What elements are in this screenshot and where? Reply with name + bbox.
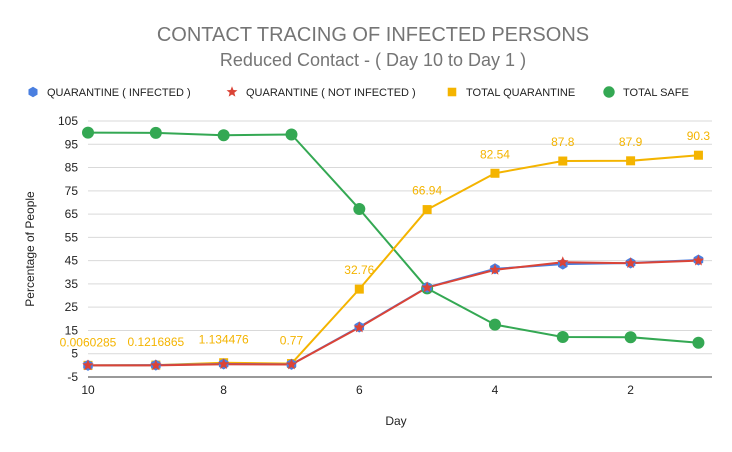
data-labels: 0.0060285 0.1216865 1.134476 0.77 32.76 66.94… [60, 129, 711, 349]
data-point [489, 263, 501, 275]
y-tick-label: 105 [58, 114, 78, 128]
y-tick-label: 95 [65, 137, 79, 151]
data-label: 87.8 [551, 135, 575, 149]
series-line [87, 258, 699, 367]
data-point [421, 281, 433, 293]
legend-marker [603, 86, 615, 98]
data-point [149, 126, 162, 139]
data-point [285, 358, 298, 370]
data-label: 66.94 [412, 184, 442, 198]
data-label: 0.1216865 [127, 335, 184, 349]
chart-subtitle: Reduced Contact - ( Day 10 to Day 1 ) [220, 50, 526, 70]
legend-label: TOTAL QUARANTINE [466, 87, 575, 99]
legend-marker [447, 87, 457, 97]
data-label: 87.9 [619, 135, 643, 149]
y-tick-label: -5 [67, 370, 78, 384]
data-point [692, 254, 705, 266]
data-point [217, 358, 230, 370]
data-point [422, 205, 432, 215]
data-point [354, 284, 364, 294]
x-axis-ticks: 10 8 6 4 2 [81, 383, 634, 397]
y-axis-ticks: -5 5 15 25 35 45 55 65 75 85 95 105 [58, 114, 78, 384]
data-point [217, 129, 230, 142]
y-tick-label: 75 [65, 184, 79, 198]
data-point [556, 330, 569, 343]
series-line [88, 259, 699, 367]
data-label: 1.134476 [199, 333, 249, 347]
data-point [626, 156, 636, 166]
x-tick-label: 2 [627, 383, 634, 397]
data-point [150, 359, 162, 371]
data-point [353, 321, 366, 333]
data-label: 0.0060285 [60, 335, 117, 349]
y-tick-label: 15 [65, 323, 79, 337]
legend-marker [226, 86, 238, 97]
data-label: 90.3 [687, 129, 711, 143]
data-point [488, 318, 501, 331]
data-point [693, 150, 703, 160]
legend-label: TOTAL SAFE [623, 87, 689, 99]
data-label: 82.54 [480, 147, 510, 161]
legend-marker [28, 86, 38, 98]
legend: QUARANTINE ( INFECTED ) QUARANTINE ( NOT … [28, 86, 689, 99]
y-tick-label: 65 [65, 207, 79, 221]
y-tick-label: 55 [65, 230, 79, 244]
x-tick-label: 4 [492, 383, 499, 397]
chart-title: CONTACT TRACING OF INFECTED PERSONS [157, 24, 589, 46]
data-point [353, 202, 366, 215]
y-tick-label: 85 [65, 161, 79, 175]
y-tick-label: 45 [65, 254, 79, 268]
y-tick-label: 25 [65, 300, 79, 314]
data-point [692, 336, 705, 349]
x-tick-label: 10 [81, 383, 95, 397]
x-tick-label: 6 [356, 383, 363, 397]
data-label: 32.76 [344, 263, 374, 277]
data-point [624, 331, 637, 344]
legend-label: QUARANTINE ( INFECTED ) [47, 87, 191, 99]
y-tick-label: 35 [65, 277, 79, 291]
data-point [82, 359, 94, 371]
data-point [558, 156, 568, 166]
gridlines [88, 120, 712, 378]
data-point [285, 128, 298, 141]
data-point [624, 257, 637, 269]
y-axis-title: Percentage of People [23, 191, 37, 307]
series-markers [82, 126, 705, 371]
data-point [82, 126, 94, 139]
series-lines [87, 131, 699, 367]
data-point [557, 256, 569, 268]
legend-label: QUARANTINE ( NOT INFECTED ) [246, 87, 416, 99]
data-label: 0.77 [280, 334, 304, 348]
x-axis-title: Day [385, 414, 406, 428]
y-tick-label: 5 [71, 347, 78, 361]
data-point [490, 168, 500, 178]
x-tick-label: 8 [220, 383, 227, 397]
